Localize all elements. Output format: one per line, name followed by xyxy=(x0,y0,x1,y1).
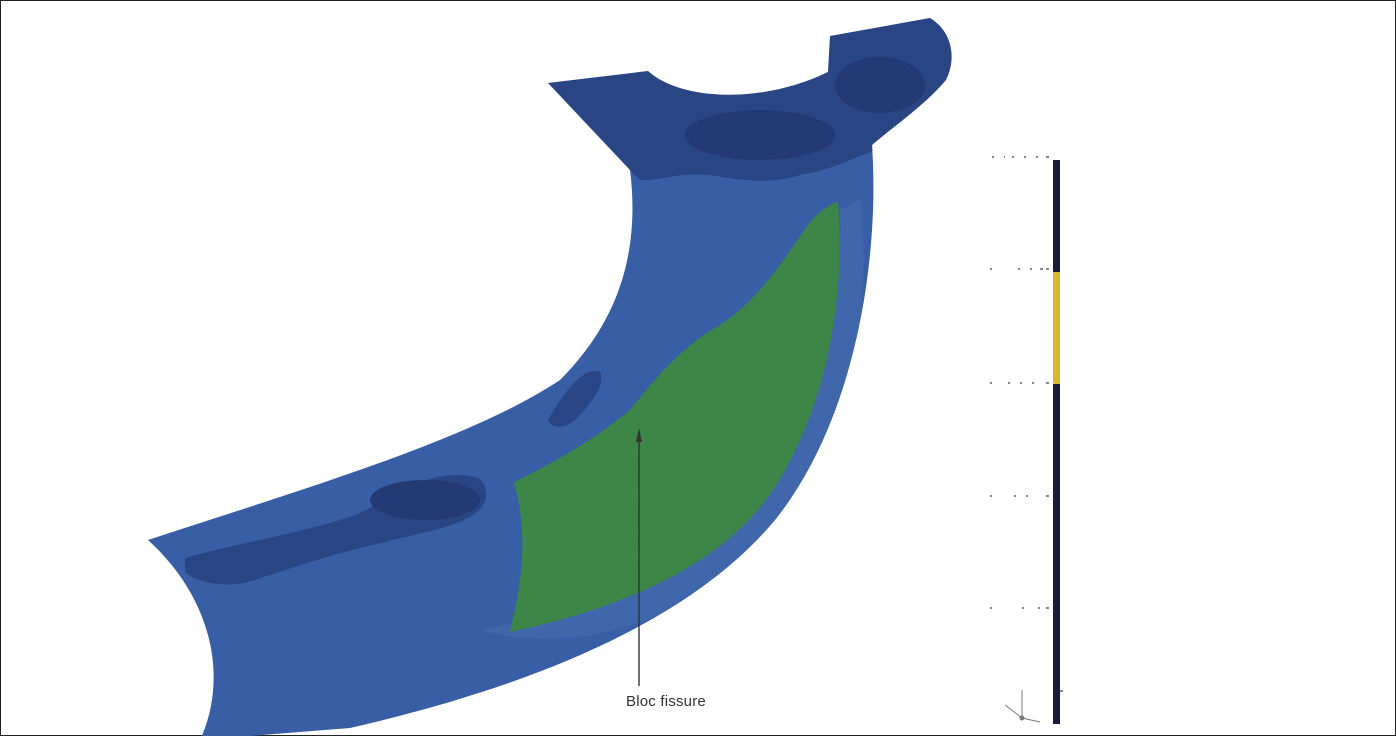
callout-label-cracked-block: Bloc fissure xyxy=(626,693,706,710)
pipe-body xyxy=(148,18,952,736)
flange-dark-zone xyxy=(548,18,952,181)
color-scale xyxy=(990,156,1063,724)
flange-darkest-patch-2 xyxy=(835,57,925,113)
scale-ticks xyxy=(990,156,1063,692)
cracked-block-zone xyxy=(510,202,840,632)
dark-streak-core xyxy=(370,480,480,520)
scale-segment-top xyxy=(1053,160,1060,272)
flange-darkest-patch xyxy=(685,110,835,160)
scale-segment-middle xyxy=(1053,272,1060,384)
callout-arrow xyxy=(636,428,642,686)
pipe-base xyxy=(148,18,952,736)
dark-streak-inner-bend xyxy=(548,370,602,427)
axis-triad-icon xyxy=(1004,690,1041,723)
scale-segment-bottom xyxy=(1053,384,1060,724)
